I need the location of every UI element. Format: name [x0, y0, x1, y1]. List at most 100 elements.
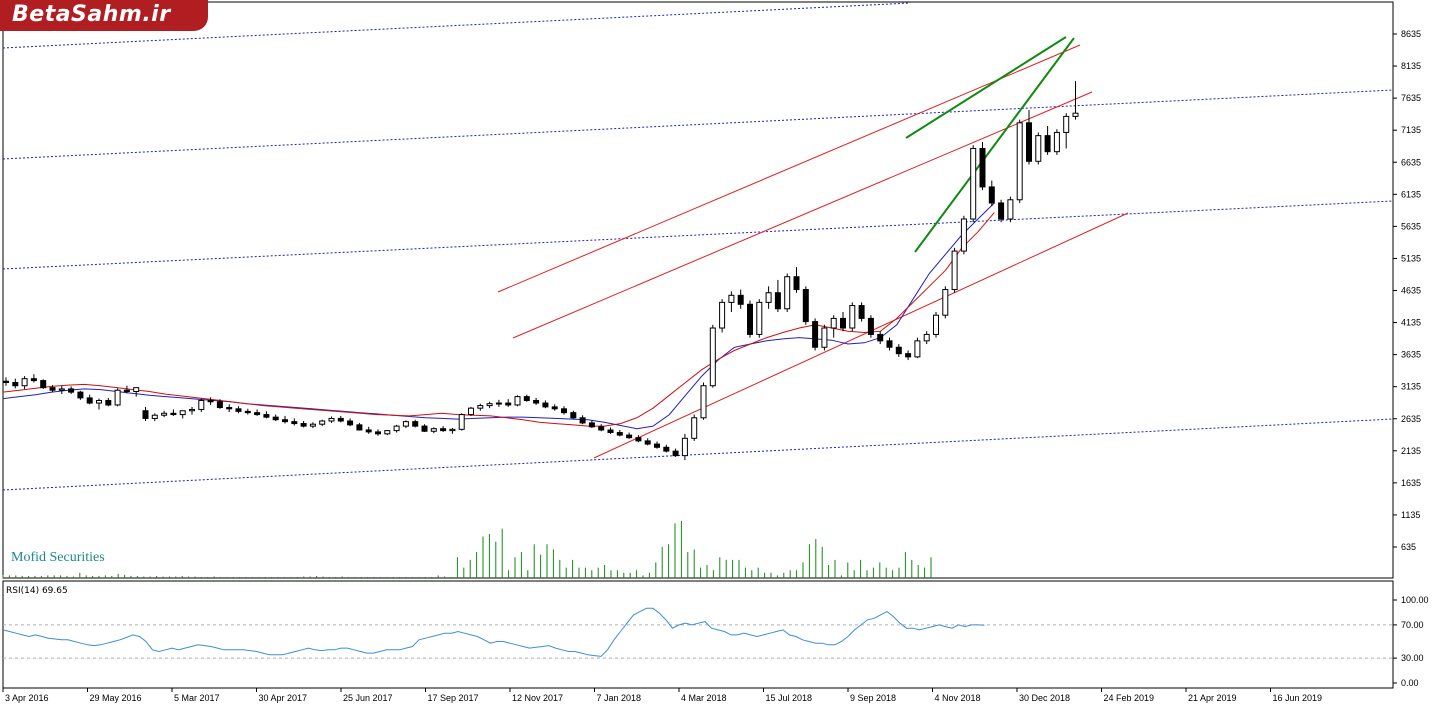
candle-body: [942, 289, 949, 316]
main-panel-frame: [2, 1, 1394, 579]
candle-body: [514, 396, 521, 406]
candle-body: [282, 419, 288, 423]
ma-fast-line: [2, 202, 995, 430]
candle-body: [830, 317, 837, 329]
grid-layer: [2, 1, 1394, 689]
time-tick-label: 29 May 2016: [90, 693, 142, 703]
candle-body: [561, 408, 567, 414]
candle-body: [68, 388, 75, 393]
candle-body: [244, 410, 251, 414]
candle-body: [988, 186, 995, 204]
candle-body: [77, 391, 84, 399]
price-tick-label: 635: [1401, 542, 1416, 552]
candle-body: [486, 403, 493, 407]
candle-body: [644, 440, 651, 445]
candle-body: [468, 407, 474, 416]
candle-body: [970, 147, 977, 220]
rsi-layer: 100.00 70.00 30.00 0.00: [2, 595, 1429, 688]
candle-body: [477, 405, 484, 409]
volume-layer: [2, 520, 932, 578]
candle-body: [933, 314, 939, 335]
candle-body: [812, 321, 819, 348]
candle-body: [588, 422, 595, 428]
price-tick-label: 5635: [1401, 221, 1421, 231]
rsi-line: [2, 607, 985, 657]
logo-box[interactable]: BetaSahm.ir: [0, 0, 208, 31]
candle-body: [691, 417, 698, 439]
time-tick-label: 24 Feb 2019: [1104, 693, 1155, 703]
candle-body: [49, 387, 56, 391]
candle-body: [700, 385, 707, 419]
candle-body: [272, 416, 279, 421]
candle-body: [1044, 135, 1051, 153]
candle-body: [1016, 122, 1023, 201]
candle-body: [170, 412, 177, 416]
candle-body: [858, 305, 865, 319]
candle-body: [598, 426, 605, 431]
candle-body: [905, 353, 912, 358]
candle-body: [384, 430, 391, 435]
candle-body: [793, 276, 800, 291]
candle-body: [542, 402, 549, 408]
candle-body: [1026, 122, 1032, 162]
candle-body: [375, 431, 381, 435]
time-tick-label: 25 Jun 2017: [343, 693, 393, 703]
candle-body: [328, 417, 335, 422]
candle-body: [765, 292, 772, 303]
candle-body: [709, 327, 716, 387]
logo-text: BetaSahm.ir: [12, 2, 171, 27]
ma-slow-line: [2, 212, 995, 427]
candle-body: [663, 446, 670, 452]
candle-body: [142, 410, 149, 419]
candle-body: [1007, 199, 1014, 220]
candle-body: [254, 412, 261, 416]
candle-body: [672, 450, 679, 457]
price-tick-label: 1135: [1401, 510, 1420, 520]
candle-body: [849, 305, 856, 329]
dotted-trend-line: [2, 200, 1394, 270]
candle-body: [21, 378, 28, 387]
candle-body: [719, 301, 726, 329]
dotted-trend-line: [2, 89, 1394, 160]
rsi-tick-label: 100.00: [1401, 595, 1429, 605]
candle-body: [458, 414, 465, 430]
time-tick-label: 9 Sep 2018: [850, 693, 896, 703]
candle-body: [533, 399, 540, 404]
candle-body: [412, 421, 419, 427]
candle-body: [30, 378, 37, 382]
candle-body: [12, 382, 19, 387]
price-tick-label: 2635: [1401, 414, 1421, 424]
candle-body: [505, 402, 512, 406]
rsi-tick-label: 30.00: [1401, 653, 1424, 663]
candle-body: [886, 340, 893, 348]
time-tick-label: 30 Apr 2017: [259, 693, 308, 703]
candle-body: [998, 202, 1005, 220]
candle-body: [523, 396, 530, 401]
candle-body: [1072, 112, 1079, 117]
price-tick-label: 4635: [1401, 286, 1421, 296]
candle-body: [821, 327, 828, 348]
candle-body: [365, 429, 372, 433]
candle-body: [616, 432, 623, 436]
candle-body: [551, 406, 558, 410]
candle-body: [86, 397, 93, 404]
candle-body: [570, 412, 577, 419]
candle-body: [784, 276, 791, 310]
candle-body: [58, 388, 65, 391]
rsi-panel-frame: [2, 580, 1394, 689]
rsi-label: RSI(14) 69.65: [6, 586, 68, 596]
candle-body: [895, 346, 902, 355]
candle-body: [1035, 135, 1042, 162]
candle-body: [319, 420, 326, 425]
candle-body: [198, 399, 205, 410]
channel-line: [512, 91, 1093, 339]
candle-body: [654, 443, 660, 448]
candle-body: [747, 303, 753, 335]
candle-body: [923, 333, 930, 342]
wedge-line: [905, 36, 1067, 139]
candle-body: [161, 412, 168, 416]
candle-body: [495, 402, 502, 405]
candle-body: [347, 420, 354, 426]
candle-body: [291, 421, 298, 425]
